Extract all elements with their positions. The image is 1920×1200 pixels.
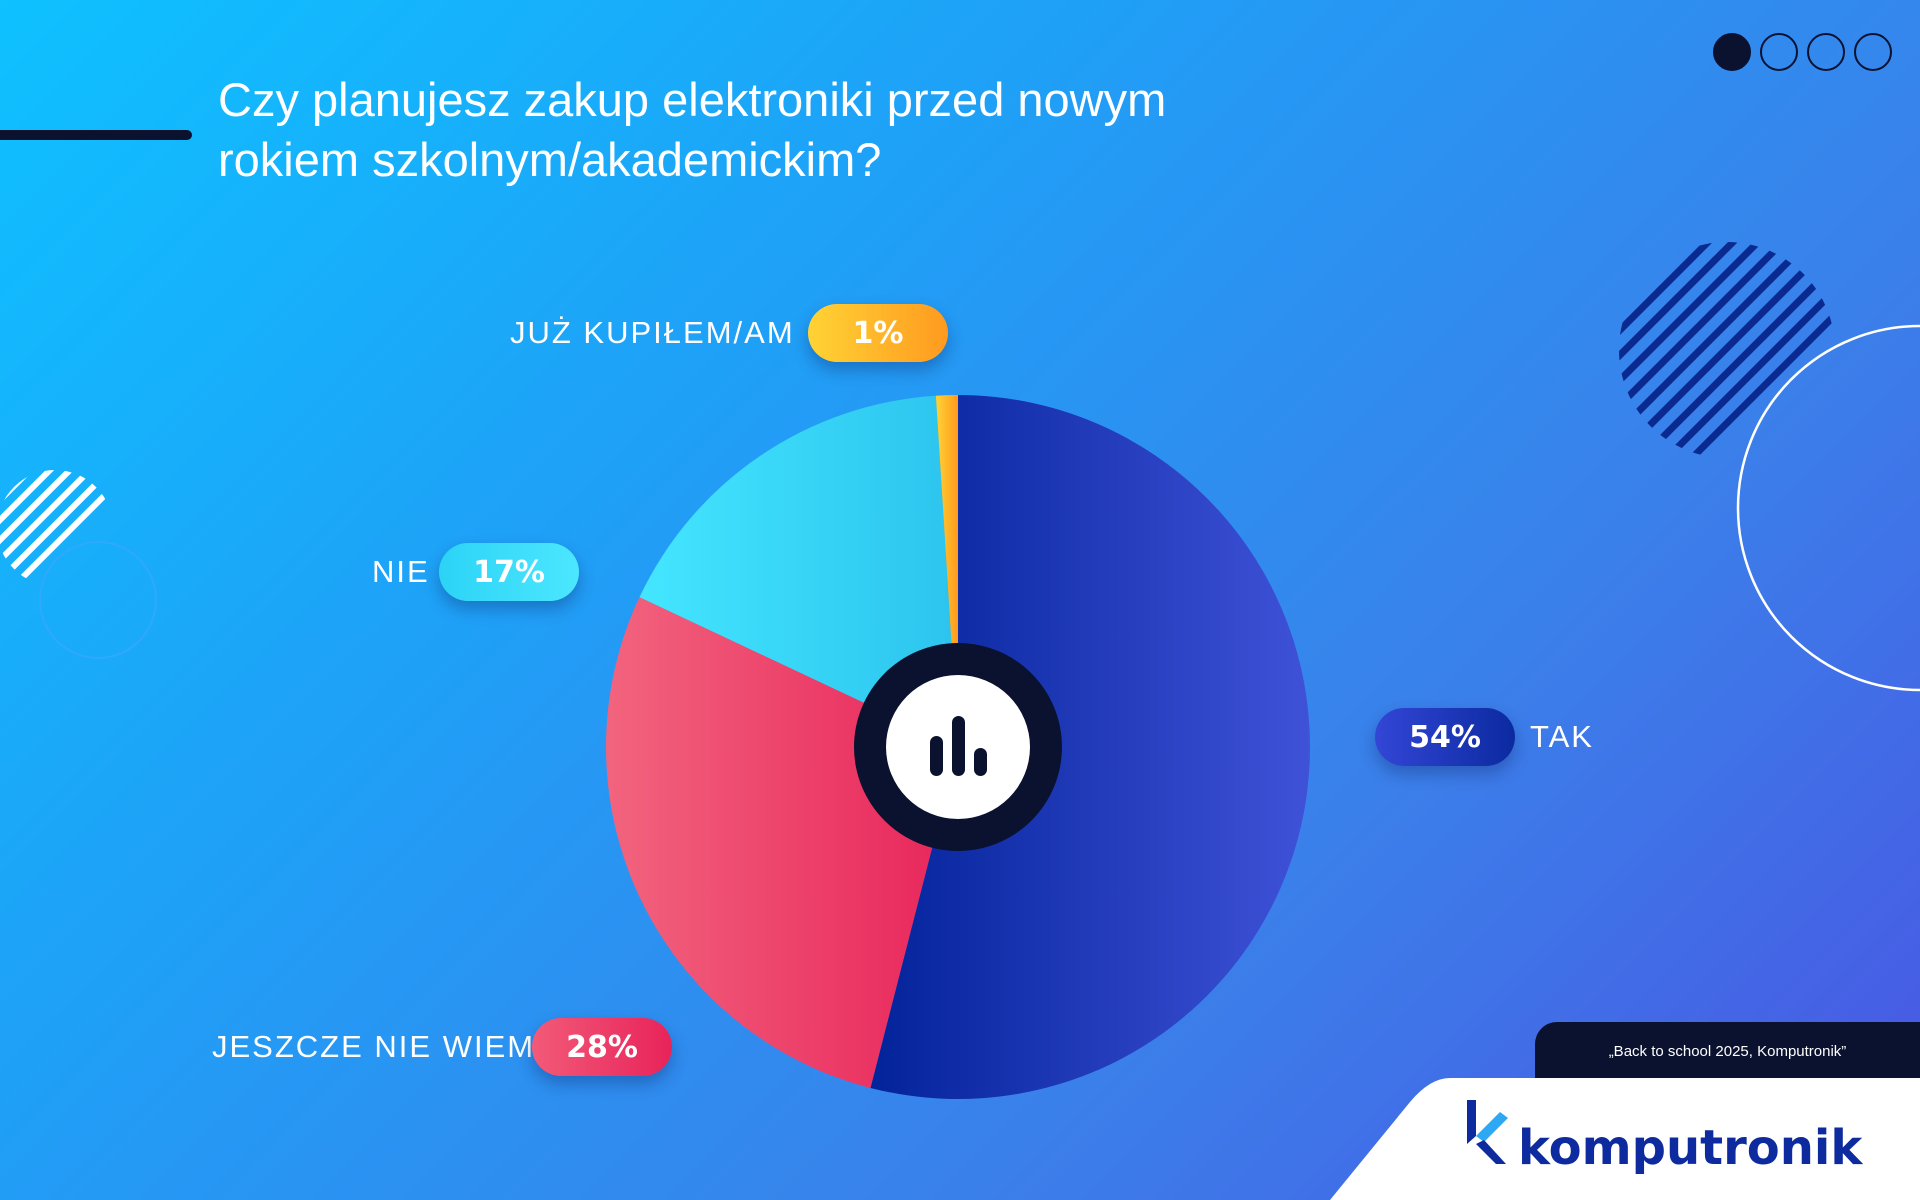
value-badge-tak: 54% bbox=[1375, 708, 1515, 766]
pagination-dot[interactable] bbox=[1713, 33, 1751, 71]
slice-label-juz: JUŻ KUPIŁEM/AM bbox=[510, 315, 795, 350]
source-caption: „Back to school 2025, Komputronik” bbox=[1535, 1022, 1920, 1080]
brand-name: komputronik bbox=[1518, 1120, 1863, 1176]
pagination-dot[interactable] bbox=[1807, 33, 1845, 71]
pie-slice-nie bbox=[639, 395, 958, 747]
slice-label-nie: NIE bbox=[372, 554, 430, 589]
pagination-dot[interactable] bbox=[1854, 33, 1892, 71]
pie-slice-tak bbox=[870, 395, 1311, 1099]
value-badge-nie: 17% bbox=[439, 543, 579, 601]
page-title: Czy planujesz zakup elektroniki przed no… bbox=[218, 73, 1167, 186]
bar-chart-icon bbox=[930, 716, 987, 776]
value-badge-juz: 1% bbox=[808, 304, 948, 362]
value-badge-jeszcze: 28% bbox=[532, 1018, 672, 1076]
slice-label-jeszcze: JESZCZE NIE WIEM bbox=[212, 1029, 536, 1064]
accent-line bbox=[0, 130, 192, 140]
brand-logo: komputronik bbox=[1330, 1078, 1920, 1200]
slice-label-tak: TAK bbox=[1530, 719, 1594, 754]
logo-mark-icon bbox=[1467, 1100, 1476, 1144]
pagination-dots bbox=[1713, 33, 1892, 71]
pagination-dot[interactable] bbox=[1760, 33, 1798, 71]
